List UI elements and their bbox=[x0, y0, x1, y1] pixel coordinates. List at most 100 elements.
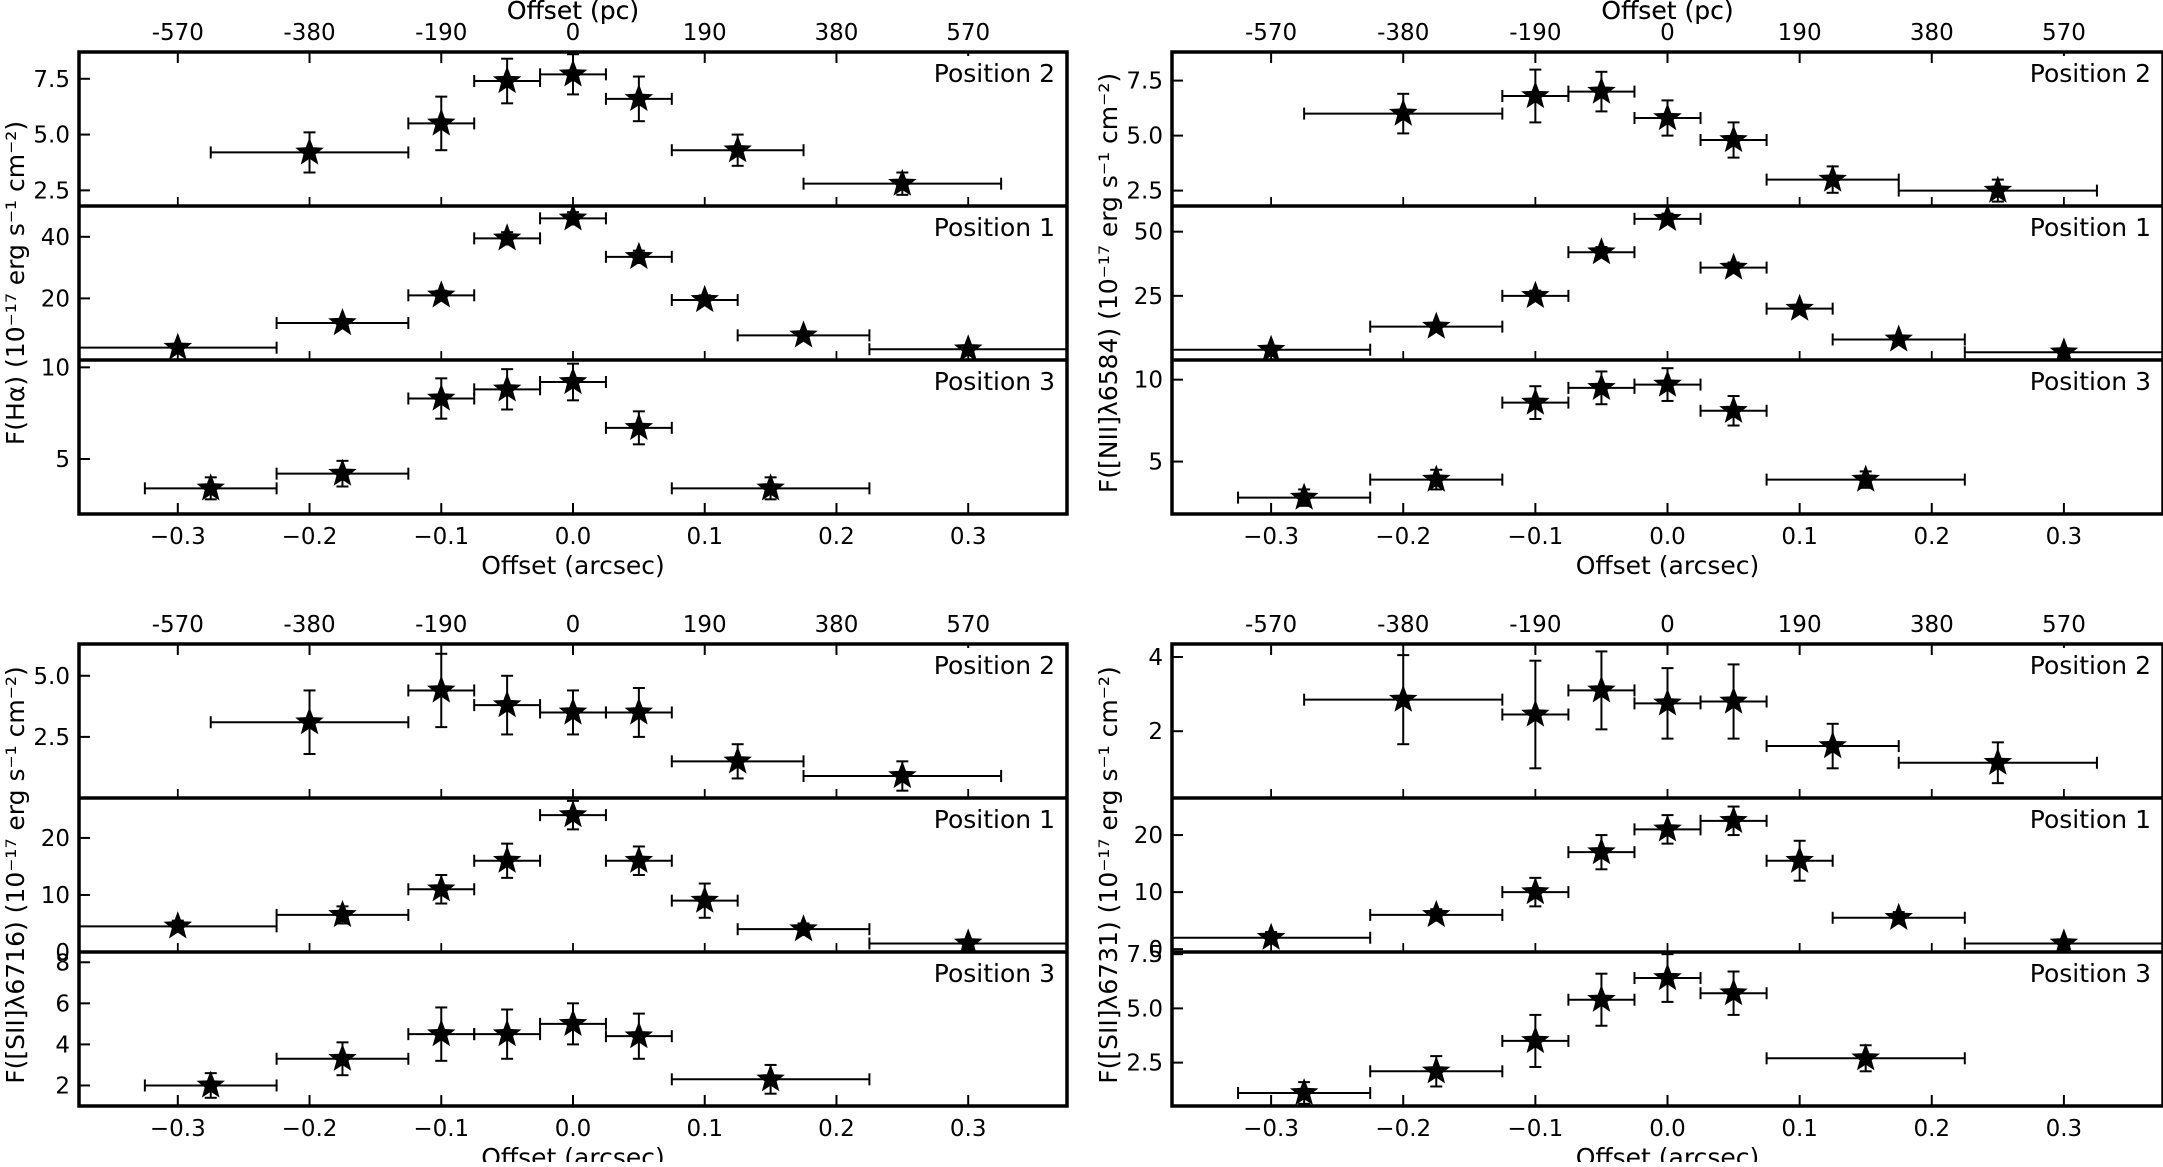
series-points bbox=[143, 1002, 871, 1099]
star-marker bbox=[1256, 334, 1286, 360]
star-marker bbox=[328, 458, 357, 486]
x-axis-label: Offset (arcsec) bbox=[481, 1143, 665, 1162]
top-axis-label: Offset (pc) bbox=[507, 0, 639, 25]
x-axis-label: Offset (arcsec) bbox=[1576, 1143, 1760, 1162]
star-marker bbox=[1587, 837, 1616, 865]
y-tick-label: 2 bbox=[1148, 719, 1163, 745]
y-tick-label: 10 bbox=[41, 355, 70, 381]
star-marker bbox=[756, 1064, 785, 1092]
series-points bbox=[79, 799, 1067, 952]
star-marker bbox=[558, 206, 588, 231]
star-marker bbox=[558, 1008, 588, 1036]
y-tick-label: 2.5 bbox=[1126, 179, 1163, 205]
top-tick-label: -190 bbox=[415, 612, 467, 638]
star-marker bbox=[1818, 164, 1847, 192]
x-tick-label: −0.2 bbox=[1375, 524, 1431, 550]
subplot-position-3: 5 10 Position 3 bbox=[41, 355, 1067, 501]
position-label: Position 2 bbox=[934, 59, 1055, 88]
star-marker bbox=[789, 320, 818, 348]
top-tick-label: 0 bbox=[1660, 20, 1675, 46]
position-label-box bbox=[911, 210, 1061, 244]
series-points bbox=[1303, 68, 2098, 203]
x-tick-label: 0.3 bbox=[2046, 524, 2083, 550]
position-label: Position 3 bbox=[2030, 959, 2151, 988]
top-axis-label: Offset (pc) bbox=[1601, 0, 1733, 25]
position-label: Position 1 bbox=[2030, 213, 2151, 242]
x-tick-label: 0.2 bbox=[818, 1116, 855, 1142]
x-tick-label: 0.3 bbox=[2046, 1116, 2083, 1142]
series-points bbox=[1237, 953, 1966, 1106]
star-marker bbox=[1983, 175, 2013, 203]
chart-panel-3: Offset (pc) -570 -380 -190 0 190 380 570 −0.3 −0.… bbox=[1, 0, 1069, 1167]
y-tick-label: 40 bbox=[41, 225, 70, 251]
star-marker bbox=[1719, 686, 1748, 714]
top-tick-label: 380 bbox=[815, 612, 859, 638]
star-marker bbox=[2049, 928, 2079, 952]
star-marker bbox=[1289, 482, 1319, 510]
position-label: Position 3 bbox=[2030, 367, 2151, 396]
x-axis-label: Offset (arcsec) bbox=[481, 551, 665, 580]
star-marker bbox=[558, 697, 588, 725]
subplot-position-3: 2 4 6 8 Position 3 bbox=[55, 950, 1067, 1099]
top-tick-label: 0 bbox=[1660, 612, 1675, 638]
star-marker bbox=[427, 280, 456, 308]
position-label: Position 2 bbox=[934, 651, 1055, 680]
y-tick-label: 20 bbox=[41, 826, 70, 852]
star-marker bbox=[558, 59, 588, 87]
position-label: Position 2 bbox=[2030, 59, 2151, 88]
y-tick-label: 10 bbox=[1134, 368, 1163, 394]
y-tick-label: 2 bbox=[55, 1073, 70, 1099]
star-marker bbox=[1653, 814, 1682, 842]
star-marker bbox=[1587, 675, 1616, 703]
star-marker bbox=[624, 845, 654, 873]
x-tick-label: −0.1 bbox=[413, 1116, 469, 1142]
top-tick-label: 0 bbox=[566, 612, 581, 638]
y-tick-label: 7.5 bbox=[1126, 69, 1163, 95]
subplot-position-2: 2.5 5.0 7.5 Position 2 bbox=[1126, 56, 2157, 206]
x-tick-label: 0.0 bbox=[555, 1116, 592, 1142]
star-marker bbox=[328, 308, 357, 336]
y-tick-label: 2.5 bbox=[1126, 1051, 1163, 1077]
star-marker bbox=[1653, 369, 1682, 397]
position-label: Position 2 bbox=[2030, 651, 2151, 680]
star-marker bbox=[1719, 978, 1748, 1006]
star-marker bbox=[723, 746, 752, 774]
star-marker bbox=[492, 223, 522, 251]
star-marker bbox=[163, 332, 193, 360]
x-tick-label: −0.1 bbox=[413, 524, 469, 550]
position-label-box bbox=[911, 802, 1061, 836]
position-label-box bbox=[2007, 210, 2157, 244]
x-tick-label: 0.3 bbox=[950, 524, 987, 550]
x-tick-label: −0.3 bbox=[1243, 1116, 1299, 1142]
position-label: Position 1 bbox=[934, 805, 1055, 834]
star-marker bbox=[1653, 103, 1682, 131]
star-marker bbox=[624, 241, 654, 269]
series-points bbox=[209, 53, 1003, 196]
star-marker bbox=[1653, 688, 1682, 716]
top-tick-label: -570 bbox=[152, 612, 204, 638]
star-marker bbox=[1884, 324, 1913, 352]
top-tick-label: -380 bbox=[283, 612, 335, 638]
star-marker bbox=[1422, 464, 1451, 492]
series-points bbox=[143, 362, 871, 501]
star-marker bbox=[953, 928, 983, 952]
subplot-position-1: 0 10 20 Position 1 bbox=[41, 796, 1067, 966]
star-marker bbox=[1521, 1025, 1550, 1054]
y-tick-label: 7.5 bbox=[1126, 942, 1163, 968]
subplot-position-2: 2.5 5.0 Position 2 bbox=[33, 648, 1061, 798]
x-tick-label: 0.1 bbox=[686, 1116, 723, 1142]
position-label: Position 1 bbox=[2030, 805, 2151, 834]
y-tick-label: 5.0 bbox=[33, 123, 70, 149]
top-tick-label: -380 bbox=[283, 20, 335, 46]
star-marker bbox=[427, 874, 456, 902]
x-tick-label: −0.1 bbox=[1507, 524, 1563, 550]
star-marker bbox=[1422, 311, 1451, 339]
star-marker bbox=[1785, 293, 1814, 321]
top-tick-label: 380 bbox=[1910, 20, 1954, 46]
star-marker bbox=[2049, 337, 2079, 360]
star-marker bbox=[1289, 1078, 1319, 1106]
star-marker bbox=[1785, 845, 1814, 873]
y-tick-label: 4 bbox=[1148, 645, 1163, 671]
position-label: Position 3 bbox=[934, 367, 1055, 396]
